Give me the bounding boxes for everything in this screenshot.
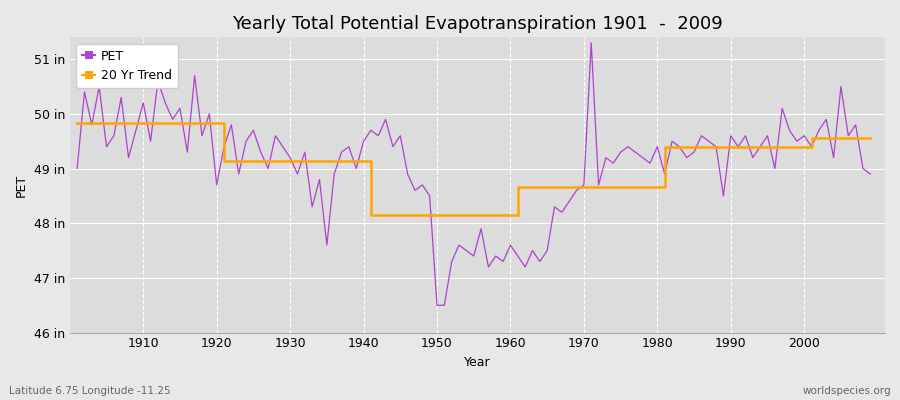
20 Yr Trend [72, 120, 83, 125]
Text: Latitude 6.75 Longitude -11.25: Latitude 6.75 Longitude -11.25 [9, 386, 171, 396]
20 Yr Trend [292, 158, 303, 163]
Line: 20 Yr Trend: 20 Yr Trend [77, 123, 870, 215]
PET [432, 303, 443, 308]
20 Yr Trend [505, 212, 516, 217]
PET [608, 161, 618, 166]
PET [865, 172, 876, 176]
Y-axis label: PET: PET [15, 173, 28, 196]
Legend: PET, 20 Yr Trend: PET, 20 Yr Trend [76, 44, 178, 88]
20 Yr Trend [600, 185, 611, 190]
PET [292, 172, 303, 176]
20 Yr Trend [865, 136, 876, 140]
X-axis label: Year: Year [464, 356, 491, 369]
20 Yr Trend [365, 212, 376, 217]
20 Yr Trend [512, 185, 523, 190]
20 Yr Trend [130, 120, 141, 125]
PET [505, 243, 516, 248]
Text: worldspecies.org: worldspecies.org [803, 386, 891, 396]
PET [512, 254, 523, 258]
PET [130, 128, 141, 133]
Title: Yearly Total Potential Evapotranspiration 1901  -  2009: Yearly Total Potential Evapotranspiratio… [232, 15, 723, 33]
PET [72, 166, 83, 171]
Line: PET: PET [77, 43, 870, 305]
PET [336, 150, 346, 154]
PET [586, 40, 597, 45]
20 Yr Trend [336, 158, 346, 163]
